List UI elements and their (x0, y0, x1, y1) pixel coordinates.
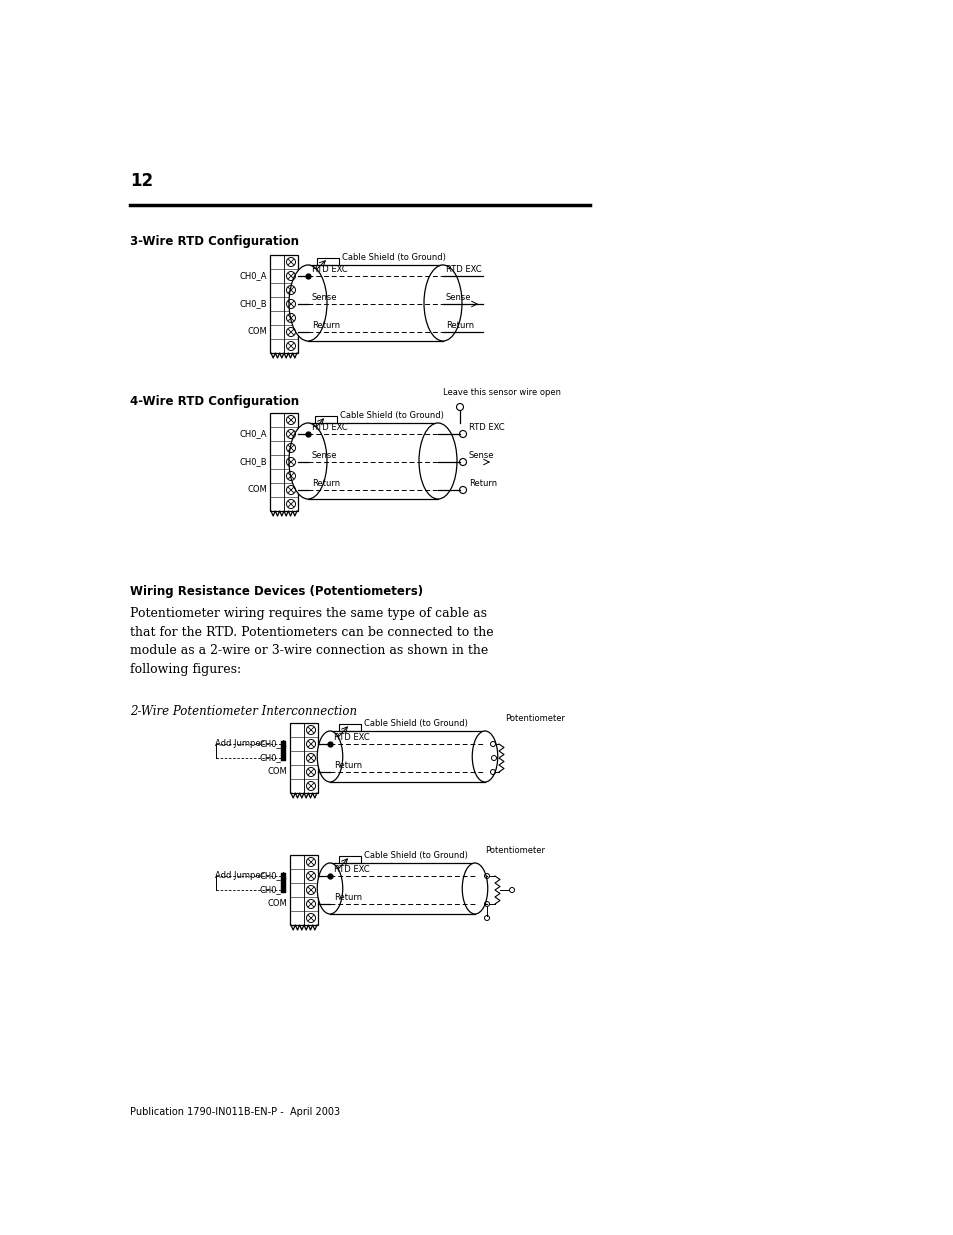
Text: Publication 1790-IN011B-EN-P -  April 2003: Publication 1790-IN011B-EN-P - April 200… (130, 1107, 340, 1116)
Bar (338, 724, 360, 731)
Text: 4-Wire RTD Configuration: 4-Wire RTD Configuration (130, 395, 299, 408)
Text: Potentiometer wiring requires the same type of cable as
that for the RTD. Potent: Potentiometer wiring requires the same t… (130, 606, 493, 676)
Bar (314, 416, 336, 424)
Text: Cable Shield (to Ground): Cable Shield (to Ground) (364, 719, 467, 727)
Text: Return: Return (312, 479, 340, 488)
Text: CH0_B: CH0_B (259, 753, 287, 762)
Text: COM: COM (267, 767, 287, 777)
Bar (290, 722, 317, 793)
Ellipse shape (317, 731, 342, 782)
Text: Add Jumper: Add Jumper (214, 871, 264, 881)
Text: CH0_A: CH0_A (259, 872, 287, 881)
Text: RTD EXC: RTD EXC (312, 424, 347, 432)
Text: Wiring Resistance Devices (Potentiometers): Wiring Resistance Devices (Potentiometer… (130, 585, 423, 598)
Ellipse shape (472, 731, 497, 782)
Text: RTD EXC: RTD EXC (312, 266, 347, 274)
Text: Return: Return (312, 321, 340, 330)
Bar (281, 873, 286, 893)
Text: 12: 12 (130, 172, 153, 190)
Text: COM: COM (267, 899, 287, 909)
Text: Cable Shield (to Ground): Cable Shield (to Ground) (341, 253, 445, 262)
Text: CH0_B: CH0_B (259, 885, 287, 894)
Text: Potentiometer: Potentiometer (484, 846, 544, 855)
Bar (290, 855, 317, 925)
Ellipse shape (289, 266, 327, 341)
Text: Sense: Sense (469, 451, 494, 459)
Text: CH0_B: CH0_B (239, 300, 267, 309)
Text: Add Jumper: Add Jumper (214, 739, 264, 748)
Bar (281, 741, 286, 761)
Text: CH0_A: CH0_A (259, 740, 287, 748)
Text: Return: Return (334, 761, 362, 769)
Text: Cable Shield (to Ground): Cable Shield (to Ground) (339, 411, 443, 420)
Text: COM: COM (247, 327, 267, 336)
Text: Sense: Sense (446, 293, 471, 303)
Text: CH0_A: CH0_A (239, 272, 267, 280)
Text: Return: Return (334, 893, 362, 902)
Text: Sense: Sense (312, 293, 337, 303)
Text: Leave this sensor wire open: Leave this sensor wire open (442, 388, 560, 396)
Ellipse shape (462, 863, 487, 914)
Text: CH0_A: CH0_A (239, 430, 267, 438)
Text: RTD EXC: RTD EXC (334, 864, 369, 874)
Bar (270, 412, 297, 511)
Text: Return: Return (446, 321, 474, 330)
Text: COM: COM (247, 485, 267, 494)
Text: Return: Return (469, 479, 497, 488)
Ellipse shape (317, 863, 342, 914)
Text: Sense: Sense (312, 451, 337, 459)
Text: CH0_B: CH0_B (239, 457, 267, 467)
Bar (316, 258, 338, 266)
Text: 2-Wire Potentiometer Interconnection: 2-Wire Potentiometer Interconnection (130, 705, 356, 718)
Bar (270, 254, 297, 353)
Ellipse shape (418, 424, 456, 499)
Bar (338, 856, 360, 863)
Text: RTD EXC: RTD EXC (334, 734, 369, 742)
Text: Cable Shield (to Ground): Cable Shield (to Ground) (364, 851, 467, 860)
Text: 3-Wire RTD Configuration: 3-Wire RTD Configuration (130, 235, 298, 248)
Text: RTD EXC: RTD EXC (469, 424, 504, 432)
Text: RTD EXC: RTD EXC (446, 266, 481, 274)
Text: Potentiometer: Potentiometer (504, 714, 564, 722)
Ellipse shape (289, 424, 327, 499)
Ellipse shape (423, 266, 461, 341)
